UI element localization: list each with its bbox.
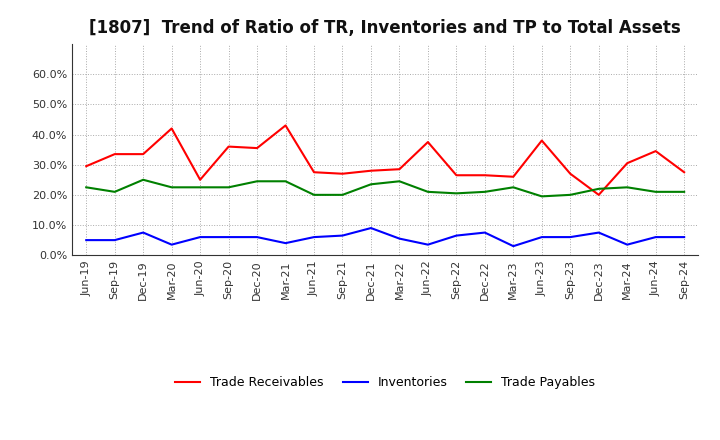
Trade Payables — [196, 185, 204, 190]
Trade Receivables — [566, 171, 575, 176]
Inventories — [366, 225, 375, 231]
Inventories — [110, 238, 119, 243]
Trade Payables — [82, 185, 91, 190]
Trade Payables — [395, 179, 404, 184]
Trade Payables — [652, 189, 660, 194]
Legend: Trade Receivables, Inventories, Trade Payables: Trade Receivables, Inventories, Trade Pa… — [170, 371, 600, 394]
Trade Payables — [509, 185, 518, 190]
Line: Inventories: Inventories — [86, 228, 684, 246]
Trade Receivables — [366, 168, 375, 173]
Trade Payables — [139, 177, 148, 183]
Trade Receivables — [480, 172, 489, 178]
Inventories — [225, 235, 233, 240]
Inventories — [253, 235, 261, 240]
Inventories — [338, 233, 347, 238]
Trade Payables — [225, 185, 233, 190]
Trade Receivables — [253, 146, 261, 151]
Trade Receivables — [338, 171, 347, 176]
Trade Receivables — [423, 139, 432, 145]
Trade Receivables — [82, 164, 91, 169]
Trade Payables — [110, 189, 119, 194]
Inventories — [423, 242, 432, 247]
Trade Receivables — [652, 148, 660, 154]
Trade Receivables — [680, 169, 688, 175]
Trade Receivables — [139, 151, 148, 157]
Trade Payables — [282, 179, 290, 184]
Trade Receivables — [225, 144, 233, 149]
Inventories — [509, 243, 518, 249]
Trade Payables — [480, 189, 489, 194]
Trade Payables — [623, 185, 631, 190]
Trade Receivables — [537, 138, 546, 143]
Inventories — [680, 235, 688, 240]
Inventories — [196, 235, 204, 240]
Trade Payables — [423, 189, 432, 194]
Trade Receivables — [196, 177, 204, 183]
Inventories — [480, 230, 489, 235]
Trade Payables — [167, 185, 176, 190]
Trade Payables — [310, 192, 318, 198]
Trade Payables — [595, 186, 603, 191]
Trade Payables — [253, 179, 261, 184]
Trade Receivables — [623, 161, 631, 166]
Trade Payables — [537, 194, 546, 199]
Inventories — [566, 235, 575, 240]
Inventories — [167, 242, 176, 247]
Inventories — [595, 230, 603, 235]
Trade Receivables — [310, 169, 318, 175]
Inventories — [395, 236, 404, 241]
Trade Payables — [338, 192, 347, 198]
Inventories — [310, 235, 318, 240]
Trade Payables — [366, 182, 375, 187]
Trade Payables — [566, 192, 575, 198]
Inventories — [282, 241, 290, 246]
Trade Receivables — [167, 126, 176, 131]
Trade Receivables — [282, 123, 290, 128]
Trade Receivables — [110, 151, 119, 157]
Trade Receivables — [452, 172, 461, 178]
Inventories — [537, 235, 546, 240]
Title: [1807]  Trend of Ratio of TR, Inventories and TP to Total Assets: [1807] Trend of Ratio of TR, Inventories… — [89, 19, 681, 37]
Line: Trade Payables: Trade Payables — [86, 180, 684, 196]
Inventories — [452, 233, 461, 238]
Inventories — [652, 235, 660, 240]
Trade Receivables — [595, 192, 603, 198]
Trade Receivables — [509, 174, 518, 180]
Trade Payables — [680, 189, 688, 194]
Trade Receivables — [395, 167, 404, 172]
Line: Trade Receivables: Trade Receivables — [86, 125, 684, 195]
Inventories — [139, 230, 148, 235]
Inventories — [82, 238, 91, 243]
Inventories — [623, 242, 631, 247]
Trade Payables — [452, 191, 461, 196]
